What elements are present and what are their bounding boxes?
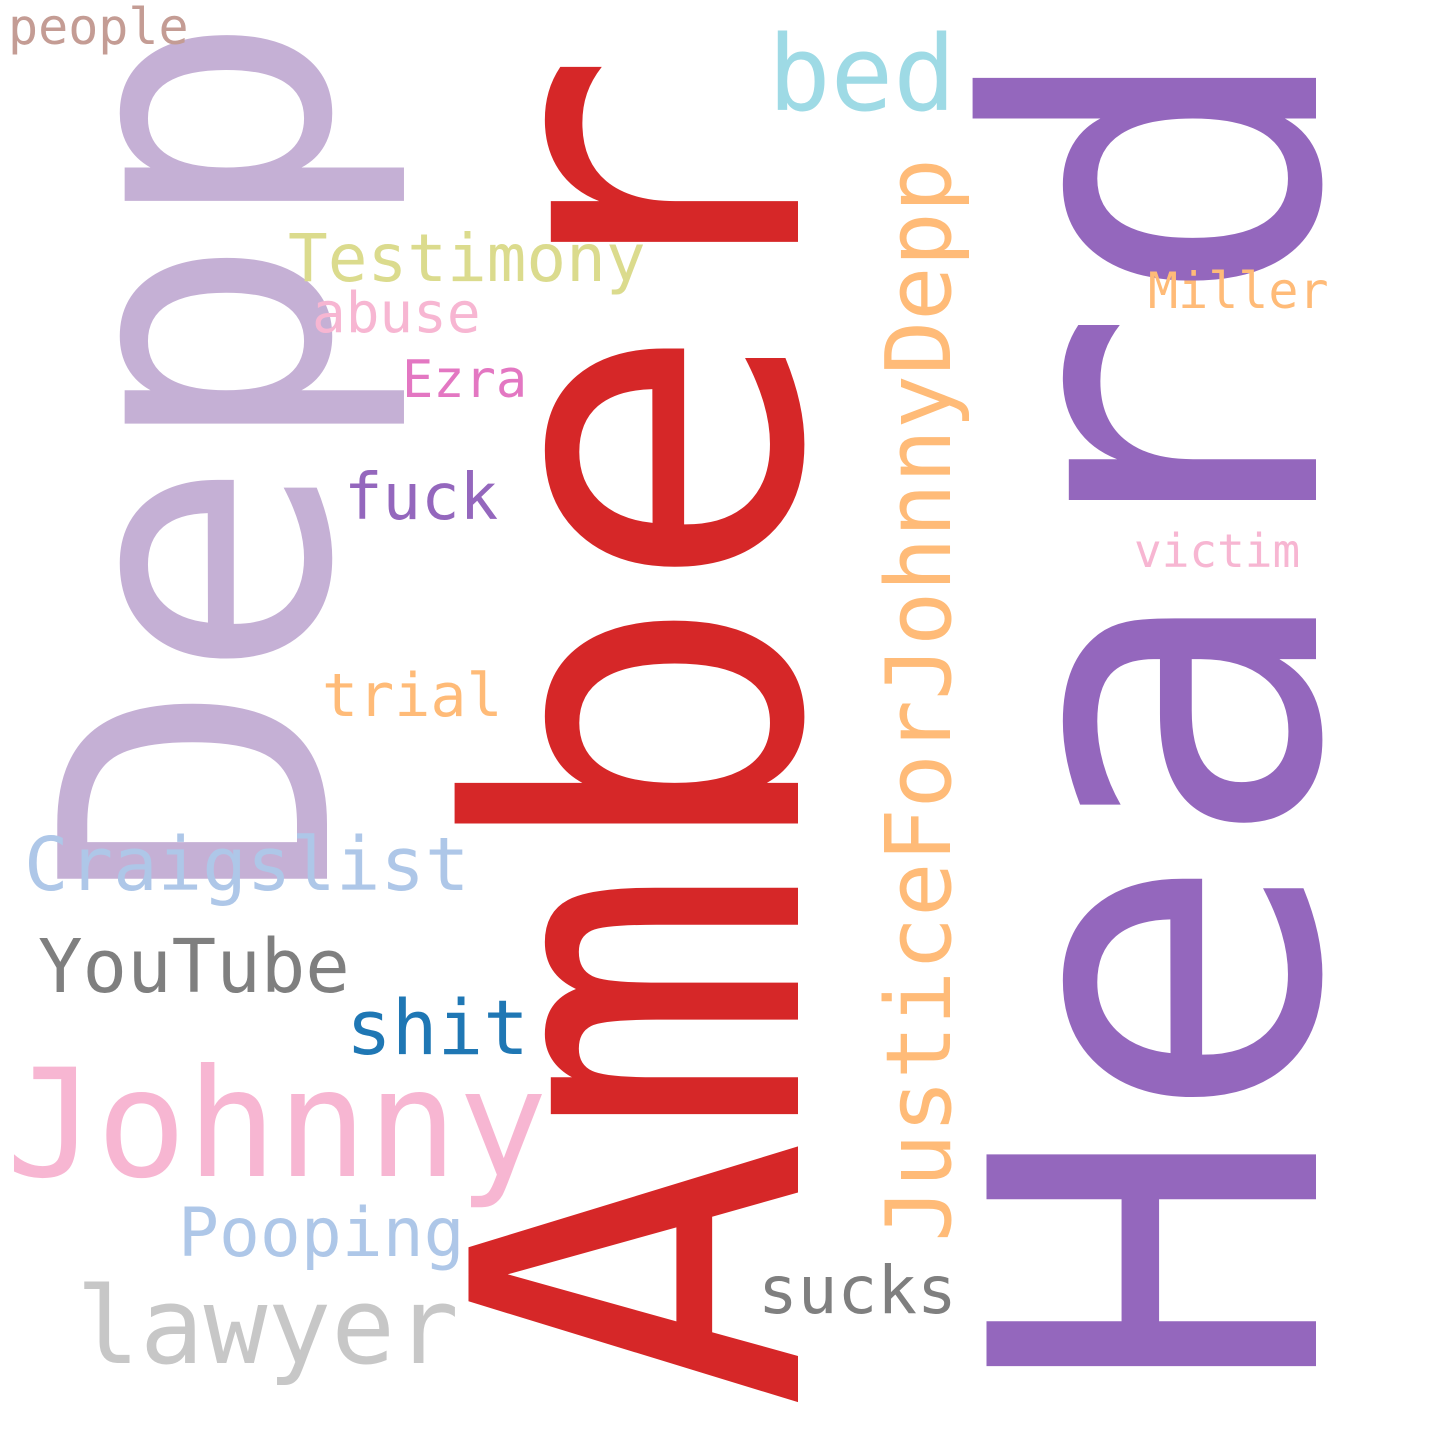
word-craigslist: Craigslist (24, 822, 470, 908)
word-miller: Miller (1148, 262, 1329, 320)
word-shit: shit (346, 983, 530, 1072)
word-trial: trial (322, 661, 503, 731)
word-youtube: YouTube (38, 924, 350, 1010)
word-johnny: Johnny (6, 1038, 548, 1212)
word-ezra: Ezra (402, 350, 528, 410)
word-bed: bed (768, 13, 956, 135)
word-lawyer: lawyer (76, 1265, 459, 1388)
word-abuse: abuse (312, 281, 481, 346)
word-depp: Depp (0, 12, 415, 904)
word-sucks: sucks (758, 1252, 957, 1329)
word-people: people (8, 0, 189, 56)
word-victim: victim (1134, 524, 1301, 578)
word-pooping: Pooping (178, 1194, 465, 1273)
word-fuck: fuck (344, 461, 499, 535)
word-heard: Heard (896, 35, 1423, 1397)
word-testimony: Testimony (288, 220, 646, 297)
